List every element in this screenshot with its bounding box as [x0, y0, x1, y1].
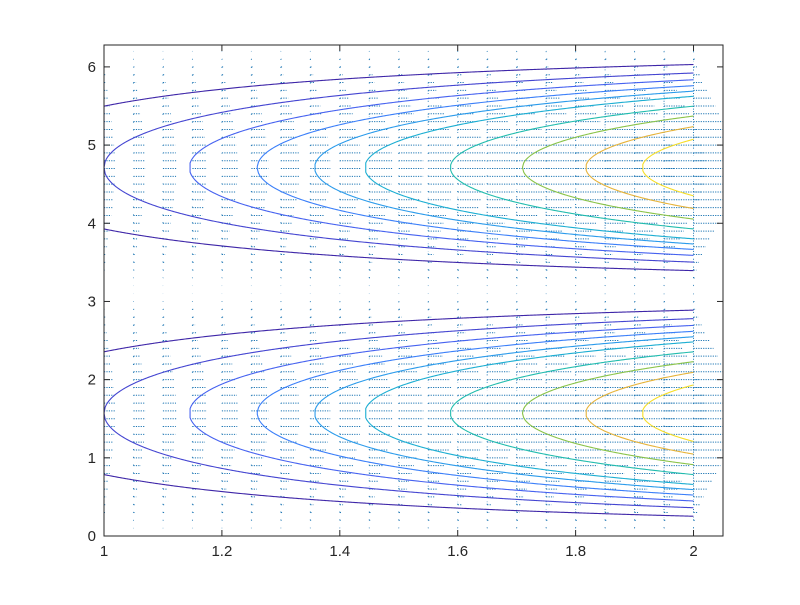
quiver-column — [339, 50, 362, 529]
contour-line — [642, 384, 694, 442]
x-tick-label: 1.2 — [211, 543, 232, 560]
quiver-column — [693, 50, 723, 529]
x-tick-label: 1.8 — [565, 543, 586, 560]
contour-line — [642, 138, 694, 197]
contour-lines — [104, 63, 694, 517]
contour-line — [189, 324, 694, 502]
quiver-column — [191, 50, 207, 529]
contour-line — [104, 72, 694, 263]
plot-area — [104, 45, 723, 536]
x-tick-label: 1 — [100, 543, 108, 560]
x-tick-label: 2 — [689, 543, 697, 560]
quiver-column — [634, 50, 675, 529]
y-tick-label: 2 — [88, 372, 96, 389]
y-tick-label: 5 — [88, 137, 96, 154]
y-tick-label: 0 — [88, 528, 96, 545]
contour-line — [314, 336, 694, 491]
contour-line — [314, 90, 694, 245]
y-tick-label: 3 — [88, 293, 96, 310]
x-tick-label: 1.6 — [447, 543, 468, 560]
contour-line — [365, 95, 694, 240]
contour-line — [450, 351, 694, 476]
quiver-field — [104, 50, 723, 529]
quiver-column — [398, 50, 424, 529]
quiver-column — [427, 50, 455, 529]
contour-line — [522, 361, 694, 466]
contour-line — [104, 63, 694, 272]
y-tick-label: 6 — [88, 59, 96, 76]
contour-line — [104, 309, 694, 517]
quiver-column — [516, 50, 549, 529]
contour-line — [585, 371, 694, 455]
contour-line — [522, 115, 694, 220]
quiver-column — [368, 50, 393, 529]
axes-box — [103, 44, 724, 537]
quiver-column — [309, 50, 331, 529]
contour-line — [256, 330, 694, 496]
quiver-column — [250, 50, 269, 529]
x-tick-label: 1.4 — [329, 543, 350, 560]
quiver-column — [162, 50, 177, 529]
contour-line — [585, 126, 694, 210]
y-tick-label: 4 — [88, 215, 96, 232]
contour-line — [256, 85, 694, 250]
y-tick-label: 1 — [88, 450, 96, 467]
quiver-column — [221, 50, 238, 529]
contour-line — [365, 341, 694, 486]
quiver-column — [486, 50, 518, 529]
contour-line — [104, 318, 694, 509]
contour-line — [189, 79, 694, 256]
contour-line — [450, 105, 694, 230]
